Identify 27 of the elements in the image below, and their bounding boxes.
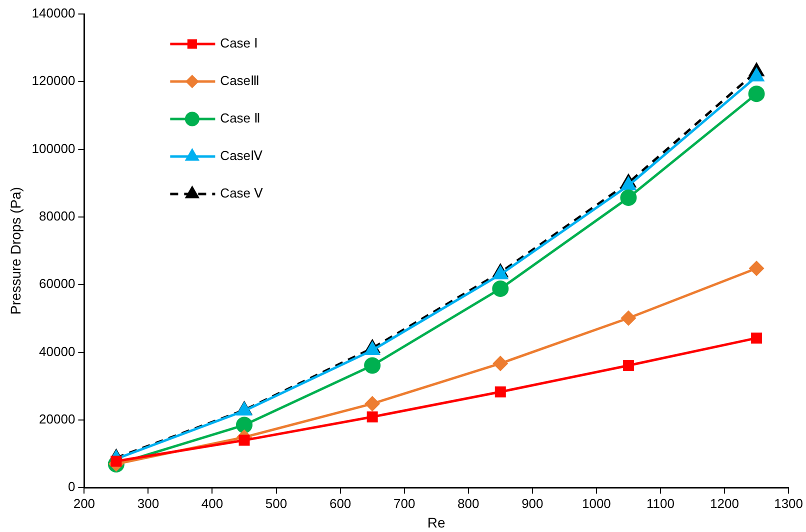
x-tick-label: 600	[329, 496, 352, 511]
legend-label: CaseⅢ	[220, 73, 260, 88]
x-tick-label: 500	[265, 496, 288, 511]
legend-label: Case Ⅱ	[220, 110, 260, 126]
x-tick-label: 300	[137, 496, 160, 511]
y-tick-label: 20000	[39, 412, 76, 427]
legend-label: CaseⅣ	[220, 148, 263, 164]
y-tick-label: 60000	[39, 276, 76, 292]
x-tick-label: 800	[458, 496, 480, 511]
y-tick-label: 140000	[32, 6, 76, 21]
x-tick-label: 1000	[582, 496, 611, 511]
y-tick-label: 80000	[39, 208, 76, 224]
y-axis-title: Pressure Drops (Pa)	[7, 187, 24, 315]
y-tick-label: 40000	[39, 344, 76, 359]
x-tick-label: 400	[201, 496, 224, 511]
y-tick-label: 120000	[32, 73, 76, 88]
x-axis-title: Re	[427, 514, 446, 530]
x-tick-label: 1300	[774, 496, 803, 511]
y-tick-label: 0	[68, 479, 76, 494]
legend-label: Case Ⅰ	[220, 36, 258, 51]
y-tick-label: 100000	[32, 140, 76, 156]
x-tick-label: 900	[522, 496, 544, 511]
x-tick-label: 700	[393, 496, 416, 511]
x-tick-label: 1100	[646, 496, 674, 511]
x-tick-label: 1200	[710, 496, 739, 511]
legend-label: Case Ⅴ	[220, 186, 264, 201]
x-tick-label: 200	[73, 496, 96, 511]
